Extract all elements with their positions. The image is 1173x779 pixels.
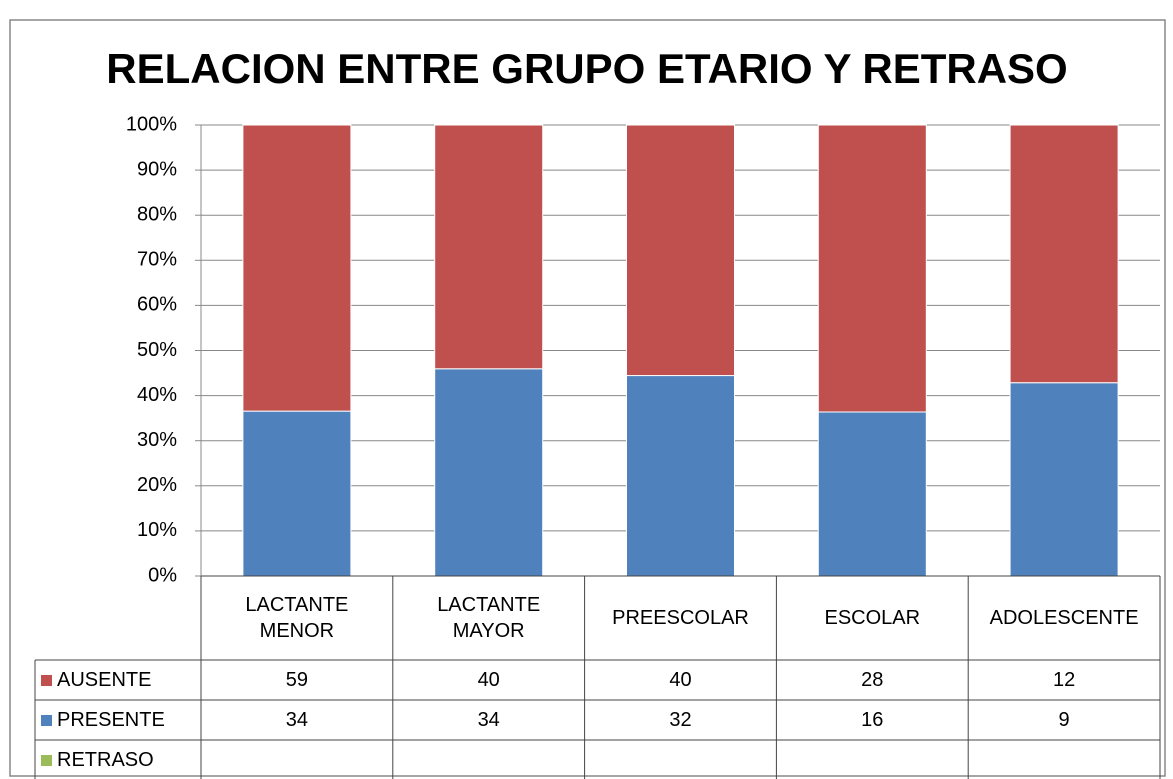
- table-value: 34: [477, 709, 500, 731]
- table-value: 28: [861, 669, 884, 691]
- y-tick-label: 0%: [148, 564, 177, 586]
- bar-segment: [242, 410, 352, 577]
- legend-entry: RETRASO: [35, 740, 201, 779]
- bar-segment: [817, 411, 927, 577]
- table-value: 34: [285, 709, 309, 731]
- bar-segment: [1009, 124, 1119, 384]
- table-value: 9: [1058, 709, 1070, 731]
- legend-label: PRESENTE: [57, 709, 165, 731]
- table-value: 32: [669, 709, 692, 731]
- category-label: LACTANTE MENOR: [245, 594, 349, 642]
- table-value: 12: [1052, 669, 1076, 691]
- legend-label: AUSENTE: [57, 669, 152, 691]
- bar-segment: [626, 375, 735, 577]
- legend-swatch: [41, 674, 52, 686]
- y-tick-label: 80%: [137, 203, 177, 225]
- bar-segment: [434, 368, 544, 577]
- bar-segment: [1009, 382, 1119, 577]
- legend-swatch: [41, 754, 52, 766]
- y-tick-label: 100%: [126, 113, 177, 135]
- bar-segment: [434, 124, 544, 370]
- table-value: 59: [285, 669, 309, 691]
- y-tick-label: 50%: [137, 339, 177, 361]
- y-tick-label: 60%: [137, 294, 177, 316]
- bar-segment: [817, 124, 927, 413]
- y-tick-label: 20%: [137, 474, 177, 496]
- legend-entry: PRESENTE: [35, 700, 201, 740]
- table-value: 40: [477, 669, 500, 691]
- table-value: 40: [669, 669, 692, 691]
- y-tick-label: 90%: [137, 158, 177, 180]
- bar-segment: [242, 124, 352, 412]
- y-tick-label: 70%: [137, 249, 177, 271]
- y-tick-label: 40%: [137, 384, 177, 406]
- chart-frame: [9, 19, 1166, 777]
- legend-entry: AUSENTE: [35, 660, 201, 700]
- table-value: 16: [861, 709, 884, 731]
- y-tick-label: 10%: [137, 519, 177, 541]
- bar-segment: [626, 124, 735, 377]
- category-label: ADOLESCENTE: [989, 607, 1139, 629]
- category-label: PREESCOLAR: [612, 607, 749, 629]
- legend-swatch: [41, 714, 52, 726]
- category-label: LACTANTE MAYOR: [437, 594, 541, 642]
- chart-title: RELACION ENTRE GRUPO ETARIO Y RETRASO: [106, 45, 1067, 92]
- y-tick-label: 30%: [137, 429, 177, 451]
- legend-label: RETRASO: [57, 749, 154, 771]
- category-label: ESCOLAR: [824, 607, 921, 629]
